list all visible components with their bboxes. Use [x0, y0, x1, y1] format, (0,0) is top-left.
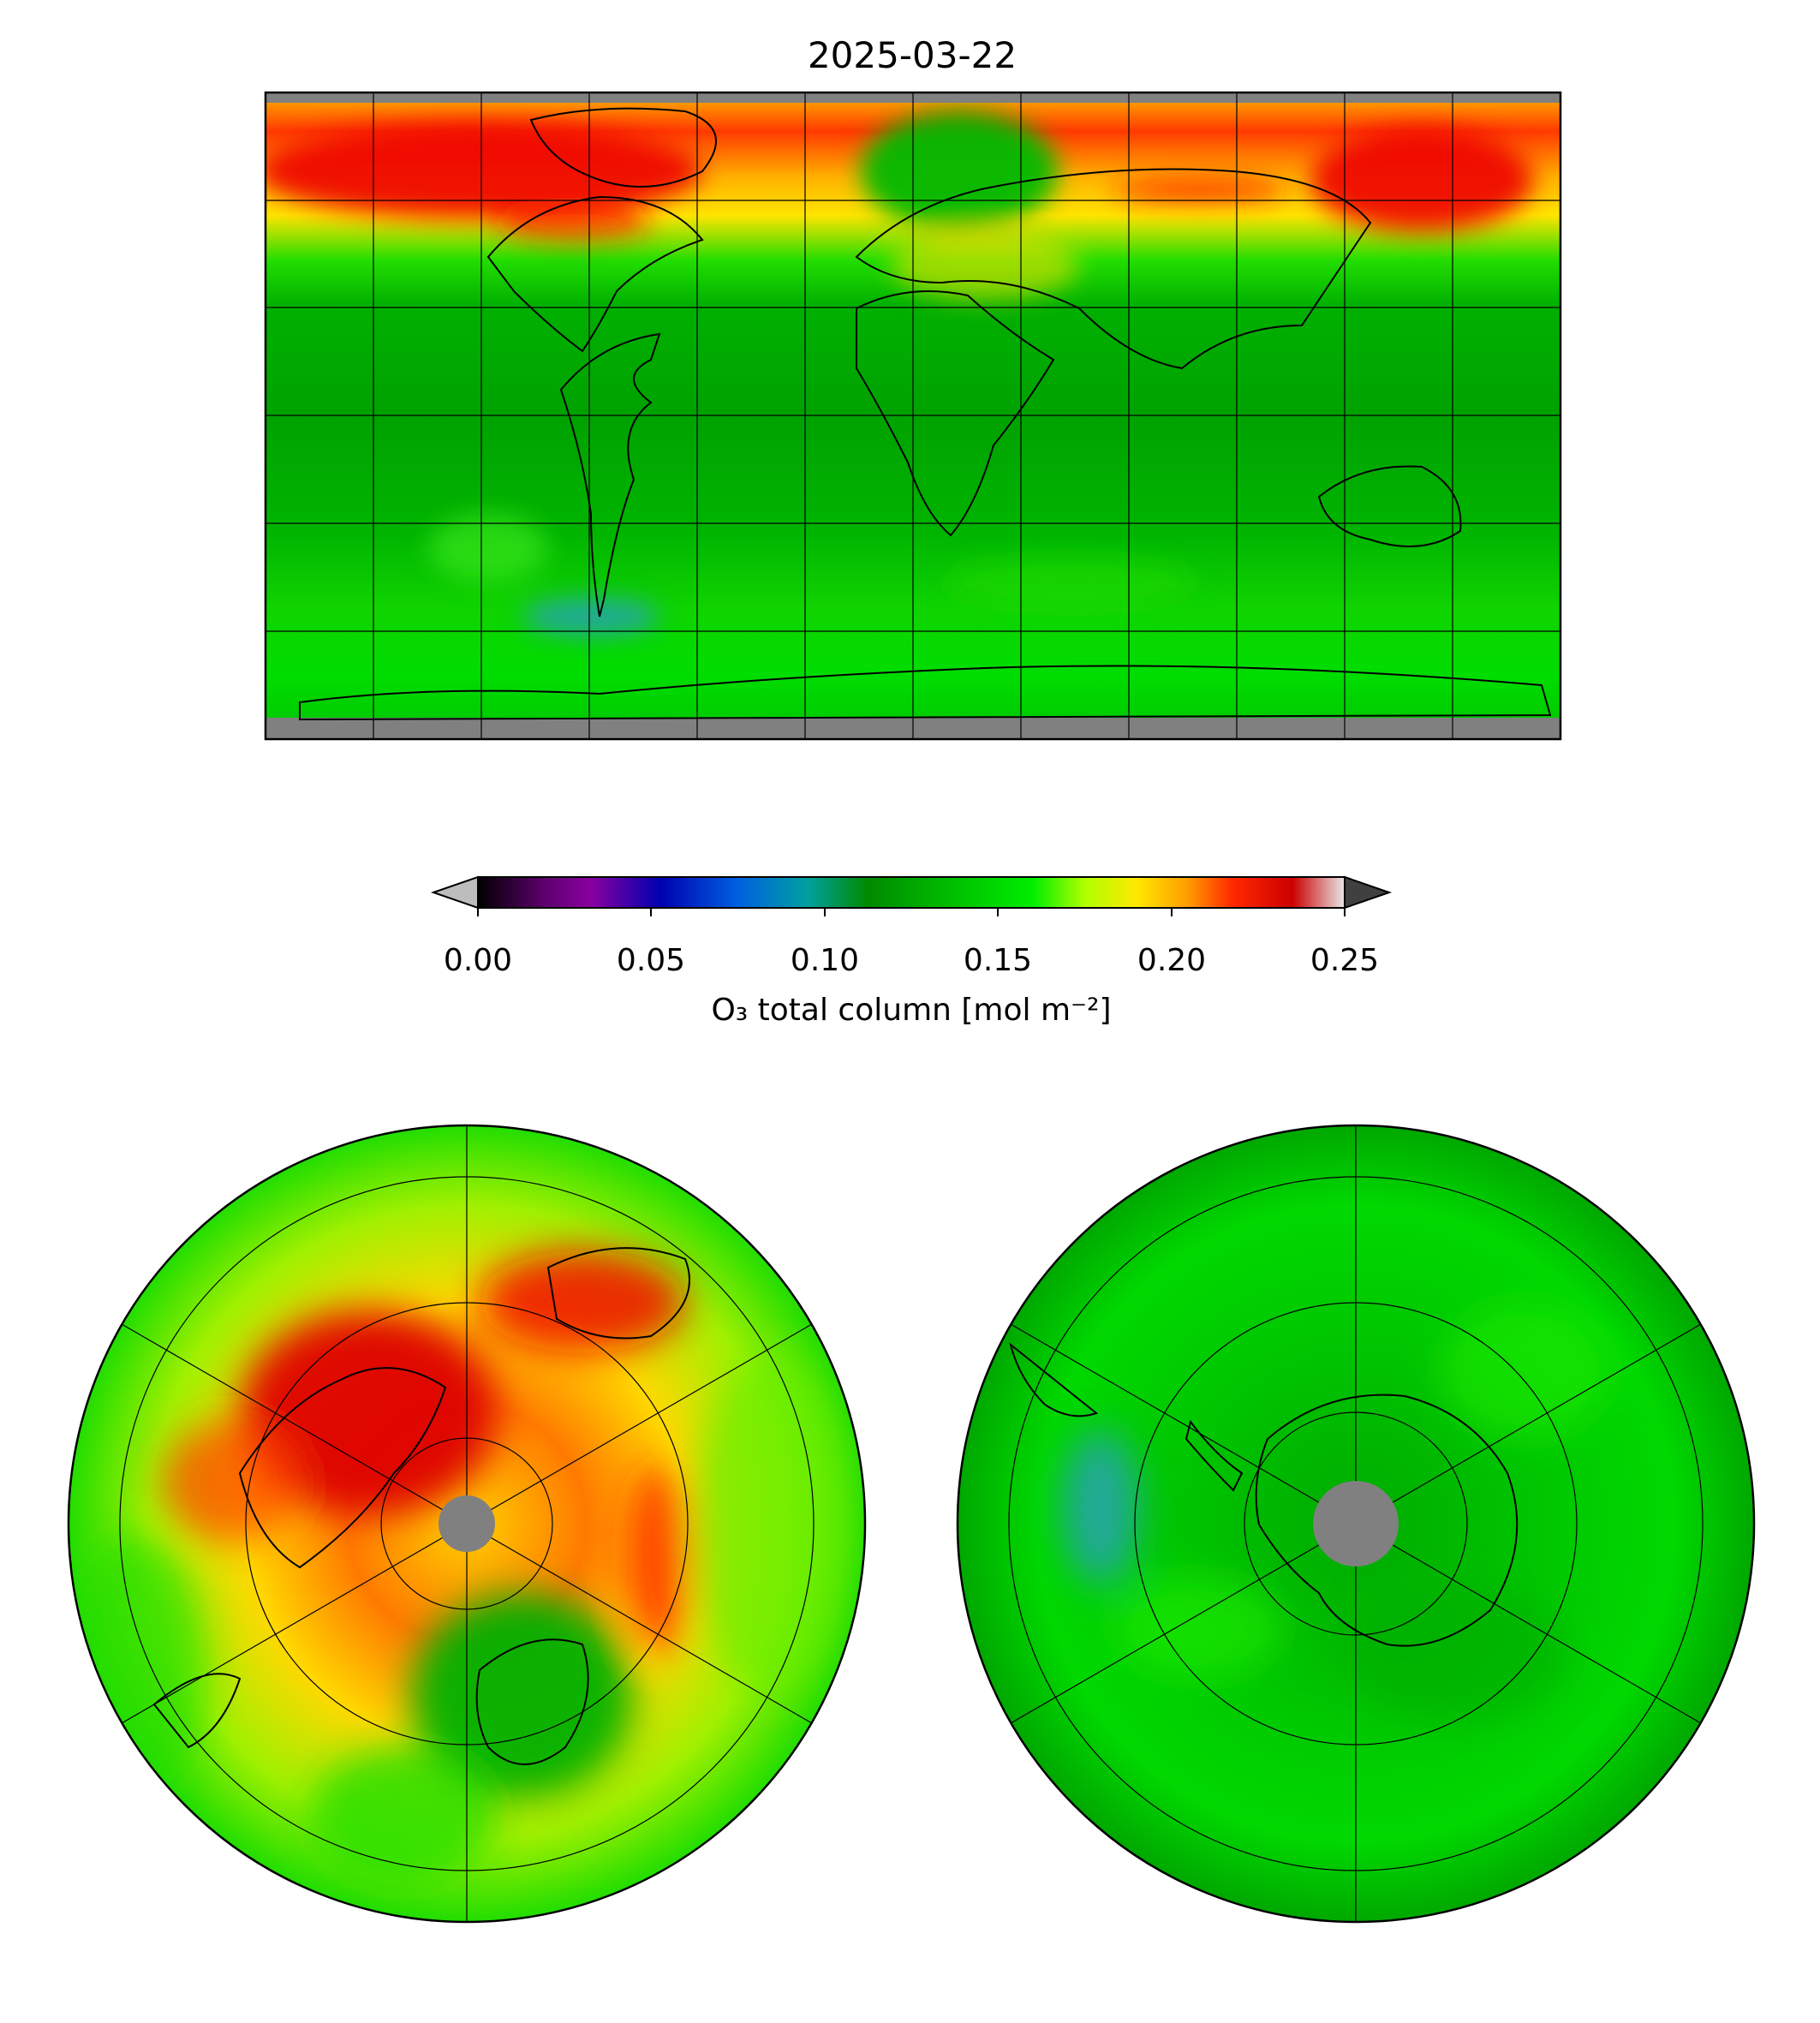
- south-ozone-anomalies: [1062, 1302, 1610, 1722]
- colorbar-tick-label: 0.15: [964, 943, 1032, 978]
- south-coastlines: [1009, 1342, 1519, 1647]
- colorbar-ticks: [477, 908, 1346, 916]
- south-pole-gap: [1313, 1481, 1399, 1566]
- south-map-frame: [956, 1124, 1756, 1924]
- north-pole-gap: [439, 1495, 495, 1552]
- global-map-frame: [264, 91, 1562, 741]
- south-polar-map: [956, 1124, 1756, 1924]
- north-map-frame: [67, 1124, 867, 1924]
- global-coastlines: [299, 107, 1552, 721]
- colorbar-tick-label: 0.20: [1137, 943, 1206, 978]
- colorbar-tick-label: 0.10: [791, 943, 859, 978]
- colorbar-tick-label: 0.00: [444, 943, 512, 978]
- colorbar-label: O₃ total column [mol m⁻²]: [711, 993, 1111, 1028]
- colorbar-tick-label: 0.25: [1310, 943, 1379, 978]
- global-map: [264, 91, 1562, 741]
- colorbar-extend-over: [1344, 875, 1393, 910]
- global-graticule: [266, 92, 1560, 739]
- colorbar: 0.00 0.05 0.10 0.15 0.20 0.25 O₃ total c…: [430, 875, 1393, 1028]
- colorbar-tick-label: 0.05: [617, 943, 685, 978]
- colorbar-extend-under: [430, 875, 479, 910]
- colorbar-gradient: [477, 876, 1346, 909]
- figure-title: 2025-03-22: [808, 34, 1017, 76]
- north-coastlines: [152, 1247, 690, 1765]
- north-polar-map: [67, 1124, 867, 1924]
